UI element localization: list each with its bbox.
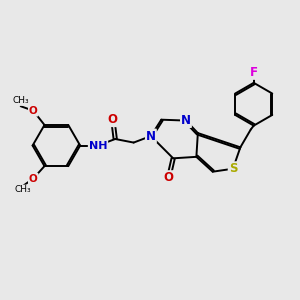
Text: S: S <box>229 162 237 175</box>
Text: N: N <box>146 130 156 142</box>
Text: CH₃: CH₃ <box>12 96 29 105</box>
Text: O: O <box>29 174 38 184</box>
Text: F: F <box>250 66 258 79</box>
Text: N: N <box>181 114 191 127</box>
Text: O: O <box>108 113 118 126</box>
Text: CH₃: CH₃ <box>14 185 31 194</box>
Text: NH: NH <box>89 140 107 151</box>
Text: O: O <box>29 106 38 116</box>
Text: O: O <box>164 171 174 184</box>
